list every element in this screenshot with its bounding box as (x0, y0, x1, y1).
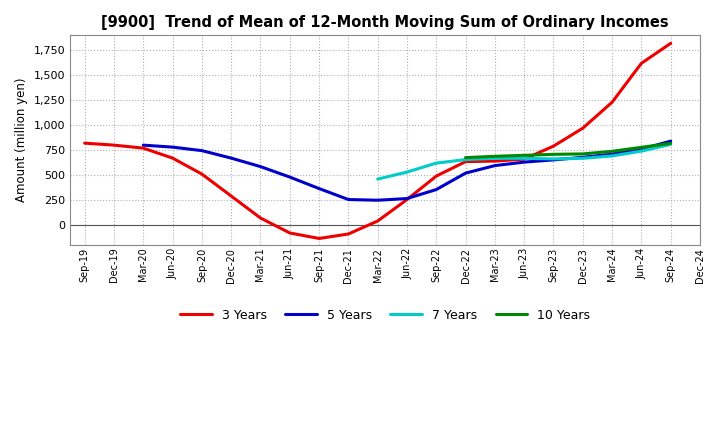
Y-axis label: Amount (million yen): Amount (million yen) (15, 78, 28, 202)
Title: [9900]  Trend of Mean of 12-Month Moving Sum of Ordinary Incomes: [9900] Trend of Mean of 12-Month Moving … (102, 15, 669, 30)
Legend: 3 Years, 5 Years, 7 Years, 10 Years: 3 Years, 5 Years, 7 Years, 10 Years (175, 304, 595, 327)
